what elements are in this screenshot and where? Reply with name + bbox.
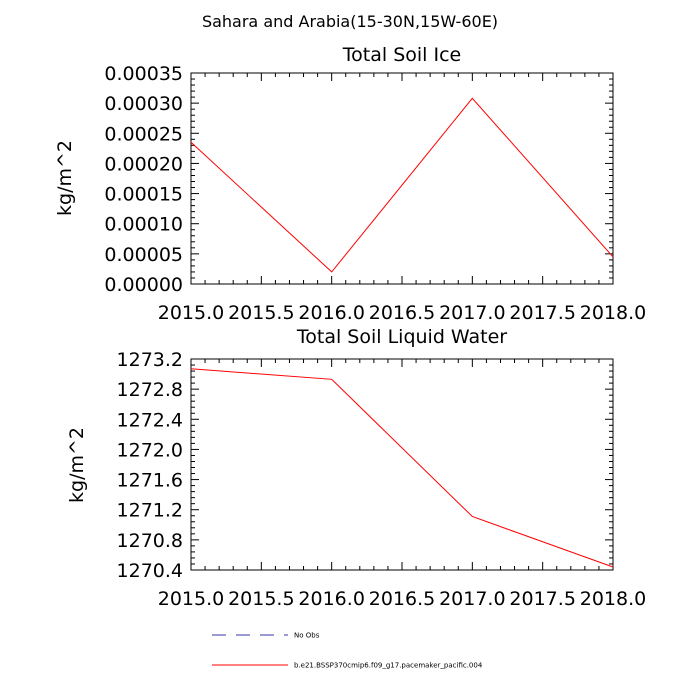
y-tick-label: 1270.4 [117, 560, 183, 582]
y-tick-label: 1272.8 [117, 379, 183, 401]
series-line [190, 368, 614, 568]
y-tick-label: 1273.2 [117, 349, 183, 371]
legend-label-model: b.e21.BSSP370cmip6.f09_g17.pacemaker_pac… [294, 662, 483, 670]
panel-total-soil-liquid-water: Total Soil Liquid Water kg/m^2 2015.0 201… [66, 326, 646, 610]
x-tick-label: 2016.0 [298, 302, 364, 324]
y-tick-label: 0.00020 [104, 153, 183, 175]
x-tick-label: 2015.5 [228, 302, 294, 324]
x-tick-label: 2015.0 [158, 588, 224, 610]
y-tick-label: 1270.8 [117, 530, 183, 552]
y-axis-label: kg/m^2 [66, 427, 88, 503]
y-tick-label: 0.00025 [104, 123, 183, 145]
plot-frame [190, 72, 614, 285]
y-tick-label: 0.00035 [104, 63, 183, 85]
y-tick-label: 0.00030 [104, 93, 183, 115]
x-tick-label: 2017.0 [439, 588, 505, 610]
x-tick-label: 2017.5 [509, 302, 575, 324]
y-axis-label: kg/m^2 [54, 140, 76, 216]
y-tick-label: 1271.6 [117, 470, 183, 492]
plot-frame [190, 358, 614, 571]
figure-title: Sahara and Arabia(15-30N,15W-60E) [202, 12, 498, 31]
y-tick-label: 0.00010 [104, 214, 183, 236]
x-tick-label: 2015.0 [158, 302, 224, 324]
x-tick-label: 2016.5 [369, 588, 435, 610]
x-tick-label: 2017.0 [439, 302, 505, 324]
x-tick-label: 2016.0 [298, 588, 364, 610]
y-tick-label: 1272.4 [117, 409, 183, 431]
panel-title: Total Soil Liquid Water [296, 326, 507, 348]
legend-label-no-obs: No Obs [294, 632, 320, 640]
y-tick-label: 0.00005 [104, 244, 183, 266]
series-line [190, 97, 614, 273]
x-tick-label: 2016.5 [369, 302, 435, 324]
panel-total-soil-ice: Total Soil Ice kg/m^2 2015.0 2015.5 2016.0… [54, 44, 646, 324]
y-tick-label: 0.00015 [104, 184, 183, 206]
x-tick-label: 2018.0 [580, 588, 646, 610]
x-tick-label: 2015.5 [228, 588, 294, 610]
x-tick-label: 2018.0 [580, 302, 646, 324]
panel-title: Total Soil Ice [342, 44, 461, 66]
y-tick-label: 1271.2 [117, 500, 183, 522]
x-tick-label: 2017.5 [509, 588, 575, 610]
y-tick-label: 1272.0 [117, 439, 183, 461]
y-tick-label: 0.00000 [104, 274, 183, 296]
legend: No Obs b.e21.BSSP370cmip6.f09_g17.pacema… [212, 632, 483, 670]
